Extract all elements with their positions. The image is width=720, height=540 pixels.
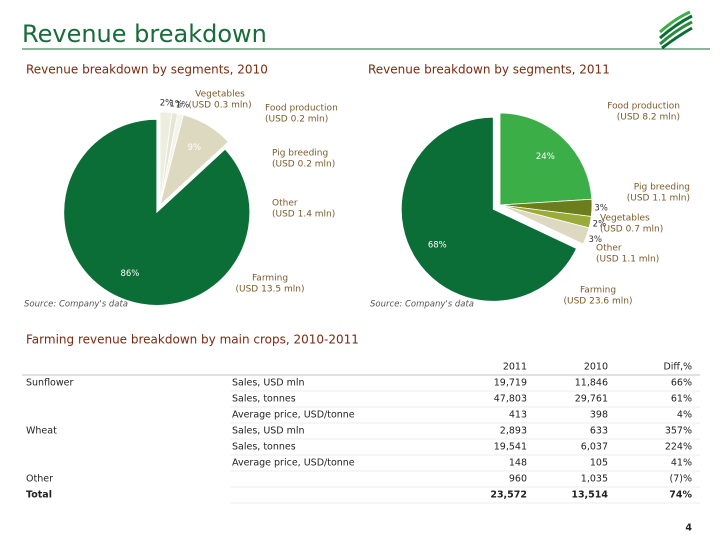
column-header: 2010	[584, 362, 608, 373]
callout-amount: (USD 23.6 mln)	[564, 297, 633, 307]
slice-label: 1%	[169, 99, 183, 109]
callout-name: Farming	[252, 274, 288, 284]
row-metric: Sales, tonnes	[232, 394, 296, 405]
row-group: Total	[26, 490, 52, 501]
slice-label: 2%	[160, 98, 174, 108]
row-group: Sunflower	[26, 378, 73, 389]
cell: 357%	[665, 426, 692, 437]
row-metric: Average price, USD/tonne	[232, 458, 355, 469]
source: Source: Company's data	[24, 300, 128, 310]
callout-name: Farming	[580, 286, 616, 296]
cell: 74%	[669, 490, 692, 501]
cell: (7)%	[670, 474, 692, 485]
pie-slice	[63, 118, 251, 306]
callout-amount: (USD 1.4 mln)	[272, 210, 335, 220]
cell: 19,541	[494, 442, 527, 453]
callout-name: Food production	[607, 102, 680, 112]
slice-label: 24%	[536, 152, 555, 162]
cell: 960	[509, 474, 527, 485]
callout-name: Vegetables	[195, 90, 245, 100]
slice-label: 2%	[593, 219, 607, 229]
cell: 4%	[677, 410, 692, 421]
cell: 41%	[671, 458, 692, 469]
row-group: Wheat	[26, 426, 57, 437]
cell: 6,037	[581, 442, 608, 453]
pie-slice	[159, 114, 229, 207]
callout-name: Other	[596, 244, 622, 254]
cell: 66%	[671, 378, 692, 389]
row-group: Other	[26, 474, 53, 485]
row-metric: Sales, tonnes	[232, 442, 296, 453]
slice-label: 3%	[588, 235, 602, 245]
pie-slice	[499, 112, 593, 206]
callout-name: Other	[272, 199, 298, 209]
callout-amount: (USD 0.2 mln)	[272, 160, 335, 170]
callout-name: Pig breeding	[272, 149, 328, 159]
row-metric: Sales, USD mln	[232, 426, 305, 437]
cell: 61%	[671, 394, 692, 405]
chart-title: Revenue breakdown by segments, 2010	[26, 63, 268, 77]
column-header: Diff,%	[663, 362, 692, 373]
cell: 224%	[665, 442, 692, 453]
cell: 148	[509, 458, 527, 469]
cell: 29,761	[575, 394, 608, 405]
source: Source: Company's data	[370, 300, 474, 310]
cell: 2,893	[500, 426, 527, 437]
callout-amount: (USD 8.2 mln)	[617, 113, 680, 123]
logo	[659, 10, 693, 50]
cell: 105	[590, 458, 608, 469]
slice-label: 86%	[120, 269, 139, 279]
callout-amount: (USD 1.1 mln)	[627, 194, 690, 204]
chart-title: Revenue breakdown by segments, 2011	[368, 63, 610, 77]
table-title: Farming revenue breakdown by main crops,…	[26, 333, 359, 347]
pie-slice	[499, 204, 590, 245]
cell: 47,803	[494, 394, 527, 405]
cell: 11,846	[575, 378, 608, 389]
cell: 13,514	[571, 490, 608, 501]
cell: 19,719	[494, 378, 527, 389]
callout-name: Food production	[265, 104, 338, 114]
callout-amount: (USD 0.3 mln)	[188, 101, 251, 111]
slice-label: 3%	[594, 204, 608, 214]
page-number: 4	[685, 523, 692, 534]
callout-amount: (USD 0.2 mln)	[265, 115, 328, 125]
slide-title: Revenue breakdown	[22, 20, 267, 48]
callout-amount: (USD 1.1 mln)	[596, 255, 659, 265]
callout-amount: (USD 13.5 mln)	[236, 285, 305, 295]
callout-name: Pig breeding	[634, 183, 690, 193]
cell: 23,572	[490, 490, 527, 501]
column-header: 2011	[503, 362, 527, 373]
callout-amount: (USD 0.7 mln)	[600, 225, 663, 235]
cell: 398	[590, 410, 608, 421]
slice-label: 1%	[176, 101, 190, 111]
pie-slice	[400, 116, 578, 302]
row-metric: Sales, USD mln	[232, 378, 305, 389]
slice-label: 68%	[428, 240, 447, 250]
row-metric: Average price, USD/tonne	[232, 410, 355, 421]
cell: 633	[590, 426, 608, 437]
slice-label: 9%	[188, 143, 202, 153]
callout-name: Vegetables	[600, 214, 650, 224]
cell: 1,035	[581, 474, 608, 485]
cell: 413	[509, 410, 527, 421]
